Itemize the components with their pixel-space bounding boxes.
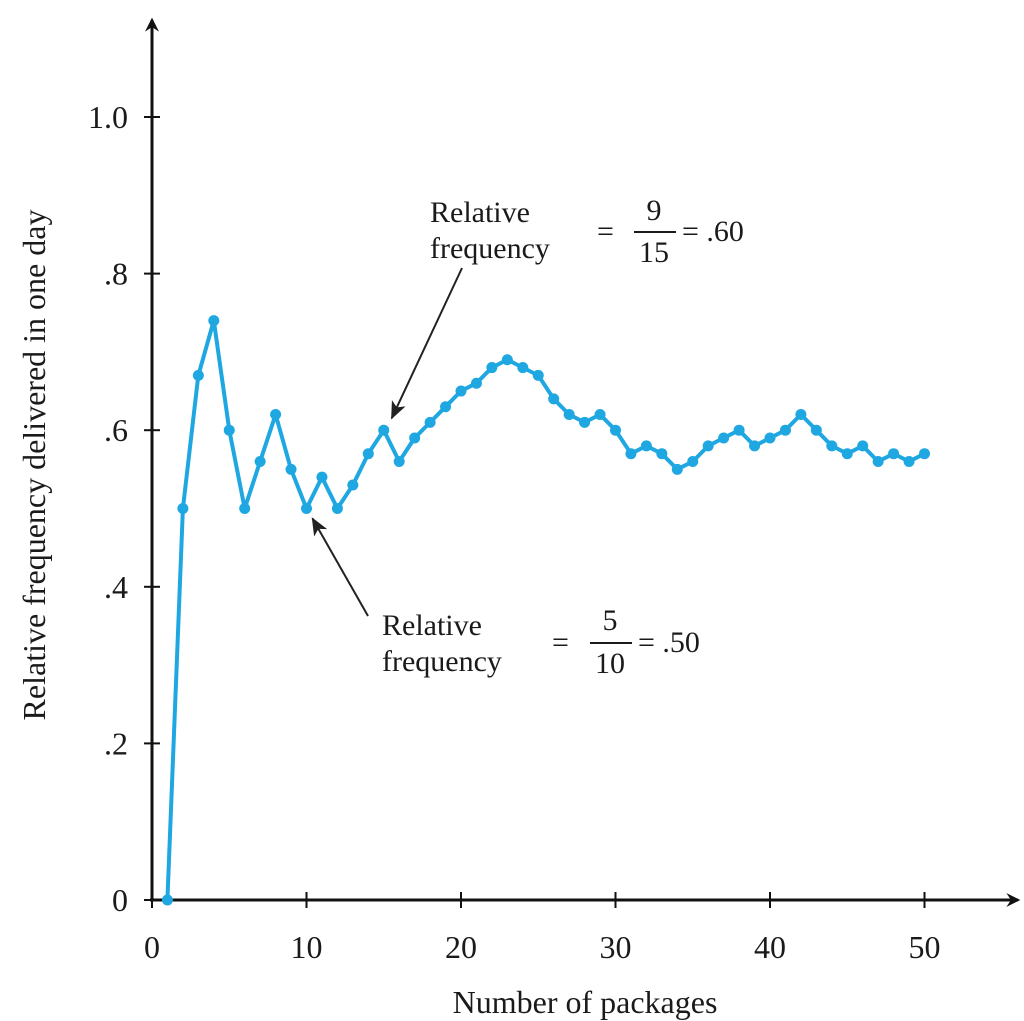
- y-tick-label: .2: [104, 725, 128, 761]
- data-point: [919, 448, 930, 460]
- data-point: [301, 503, 312, 514]
- annotation-lower-denominator: 10: [595, 647, 625, 680]
- x-tick-label: 20: [445, 929, 477, 965]
- data-point: [718, 432, 730, 444]
- x-tick-label: 50: [909, 929, 941, 965]
- data-point: [656, 448, 668, 460]
- data-point: [733, 424, 745, 436]
- data-point: [424, 416, 436, 428]
- data-point: [640, 440, 652, 452]
- data-point: [285, 463, 297, 475]
- annotation-upper-numerator: 9: [647, 194, 662, 227]
- data-point: [316, 471, 328, 483]
- data-point: [671, 463, 683, 475]
- data-point: [594, 409, 606, 421]
- annotation-upper: Relative frequency = 9 15 = .60: [390, 194, 744, 420]
- data-point: [501, 354, 513, 366]
- y-tick-label: 1.0: [88, 99, 128, 135]
- data-point: [378, 424, 390, 436]
- y-axis-ticks: 0 .2 .4 .6 .8 1.0: [88, 99, 160, 918]
- y-tick-label: .8: [104, 256, 128, 292]
- data-point: [795, 409, 807, 421]
- data-point: [362, 448, 374, 460]
- annotation-upper-equals: =: [597, 215, 614, 248]
- data-point: [903, 456, 915, 468]
- data-point: [749, 440, 761, 452]
- data-point: [610, 424, 621, 436]
- annotation-upper-result: = .60: [682, 215, 744, 248]
- data-point: [888, 448, 900, 460]
- data-point: [440, 401, 452, 413]
- x-tick-label: 40: [754, 929, 786, 965]
- data-point: [239, 503, 251, 514]
- annotation-upper-line1: Relative: [430, 196, 530, 229]
- data-point: [841, 448, 853, 460]
- data-point: [470, 377, 482, 389]
- data-point: [270, 409, 282, 421]
- annotation-lower-line1: Relative: [382, 609, 482, 642]
- data-point: [826, 440, 838, 452]
- x-tick-label: 10: [291, 929, 323, 965]
- annotation-lower-arrow: [311, 517, 369, 617]
- data-point: [563, 409, 575, 421]
- data-point: [702, 440, 714, 452]
- data-point: [579, 416, 591, 428]
- annotation-lower-line2: frequency: [382, 645, 502, 678]
- data-point: [625, 448, 637, 460]
- data-point: [548, 393, 560, 405]
- data-point: [208, 315, 220, 327]
- data-point: [857, 440, 869, 452]
- annotation-upper-line2: frequency: [430, 232, 550, 265]
- series-line: [165, 318, 926, 901]
- data-point: [486, 362, 498, 374]
- data-point: [161, 894, 173, 906]
- data-point: [779, 424, 791, 436]
- data-point: [532, 369, 544, 381]
- data-point: [764, 432, 776, 444]
- annotation-lower-equals: =: [552, 626, 569, 659]
- x-tick-label: 30: [600, 929, 632, 965]
- data-point: [517, 362, 529, 374]
- data-point: [872, 456, 884, 468]
- x-tick-label: 0: [144, 929, 160, 965]
- annotation-upper-denominator: 15: [639, 236, 669, 269]
- annotation-lower-numerator: 5: [603, 604, 618, 637]
- data-point: [687, 456, 699, 468]
- y-tick-label: .6: [104, 412, 128, 448]
- annotation-upper-arrow: [390, 267, 463, 420]
- data-point: [810, 424, 822, 436]
- data-point: [393, 456, 405, 468]
- data-point: [455, 385, 467, 397]
- x-axis-title: Number of packages: [453, 984, 718, 1020]
- data-point: [347, 479, 359, 491]
- annotation-lower-result: = .50: [638, 626, 700, 659]
- x-axis-ticks: 0 10 20 30 40 50: [144, 892, 941, 965]
- data-point: [192, 369, 204, 381]
- data-point: [177, 503, 189, 514]
- data-point: [331, 503, 343, 514]
- data-point: [223, 424, 235, 436]
- data-point: [409, 432, 421, 444]
- data-point: [254, 456, 266, 468]
- y-axis-title: Relative frequency delivered in one day: [16, 210, 52, 721]
- series-points: [161, 315, 930, 906]
- y-tick-label: .4: [104, 569, 128, 605]
- y-tick-label: 0: [112, 882, 128, 918]
- annotation-lower: Relative frequency = 5 10 = .50: [311, 517, 700, 680]
